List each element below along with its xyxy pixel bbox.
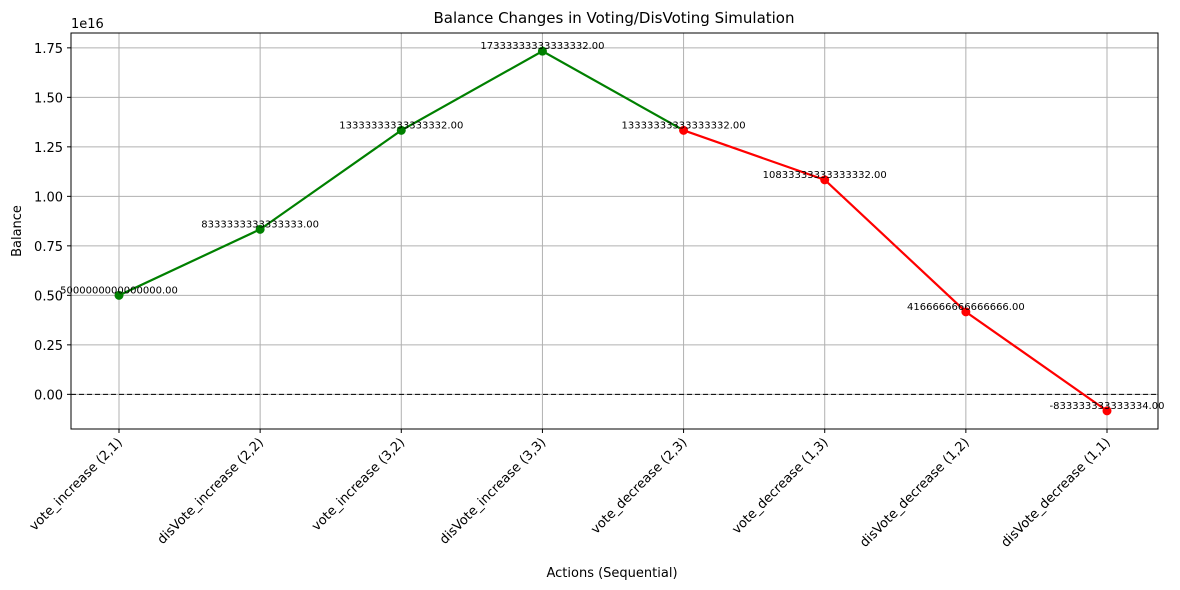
- y-axis-label: Balance: [10, 205, 25, 257]
- data-annotations: 5000000000000000.00 8333333333333333.00 13…: [60, 41, 1164, 412]
- y-tick-label: 1.00: [34, 190, 63, 205]
- y-tick-label: 1.50: [34, 91, 63, 106]
- data-value-label: 4166666666666666.00: [907, 302, 1025, 313]
- y-axis-ticks: 0.00 0.25 0.50 0.75 1.00 1.25 1.50 1.75: [34, 42, 71, 403]
- data-point-marker: [679, 125, 689, 135]
- y-tick-label: 1.75: [34, 42, 63, 57]
- series-line-decrease: [683, 129, 1108, 412]
- y-tick-label: 0.50: [34, 289, 63, 304]
- y-tick-label: 1.25: [34, 141, 63, 156]
- data-value-label: 10833333333333332.00: [763, 170, 887, 181]
- x-axis-label: Actions (Sequential): [546, 566, 677, 581]
- data-value-label: 17333333333333332.00: [480, 41, 604, 52]
- data-point-marker: [537, 46, 547, 56]
- data-value-label: 8333333333333333.00: [201, 219, 319, 230]
- data-point-marker: [396, 125, 406, 135]
- data-point-marker: [255, 224, 265, 234]
- data-value-label: 5000000000000000.00: [60, 285, 178, 296]
- data-point-marker: [820, 175, 830, 185]
- data-lines: [114, 46, 1112, 416]
- grid-lines: [71, 33, 1158, 429]
- chart-title: Balance Changes in Voting/DisVoting Simu…: [433, 9, 794, 27]
- data-value-label: -833333333333334.00: [1050, 401, 1165, 412]
- data-point-marker: [1102, 406, 1112, 416]
- plot-area-frame: [70, 32, 1159, 430]
- data-point-marker: [114, 290, 124, 300]
- data-value-label: 13333333333333332.00: [339, 120, 463, 131]
- y-offset-label: 1e16: [71, 17, 104, 32]
- y-tick-label: 0.00: [34, 388, 63, 403]
- data-point-marker: [961, 307, 971, 317]
- y-tick-label: 0.75: [34, 240, 63, 255]
- y-tick-label: 0.25: [34, 339, 63, 354]
- data-value-label: 13333333333333332.00: [622, 120, 746, 131]
